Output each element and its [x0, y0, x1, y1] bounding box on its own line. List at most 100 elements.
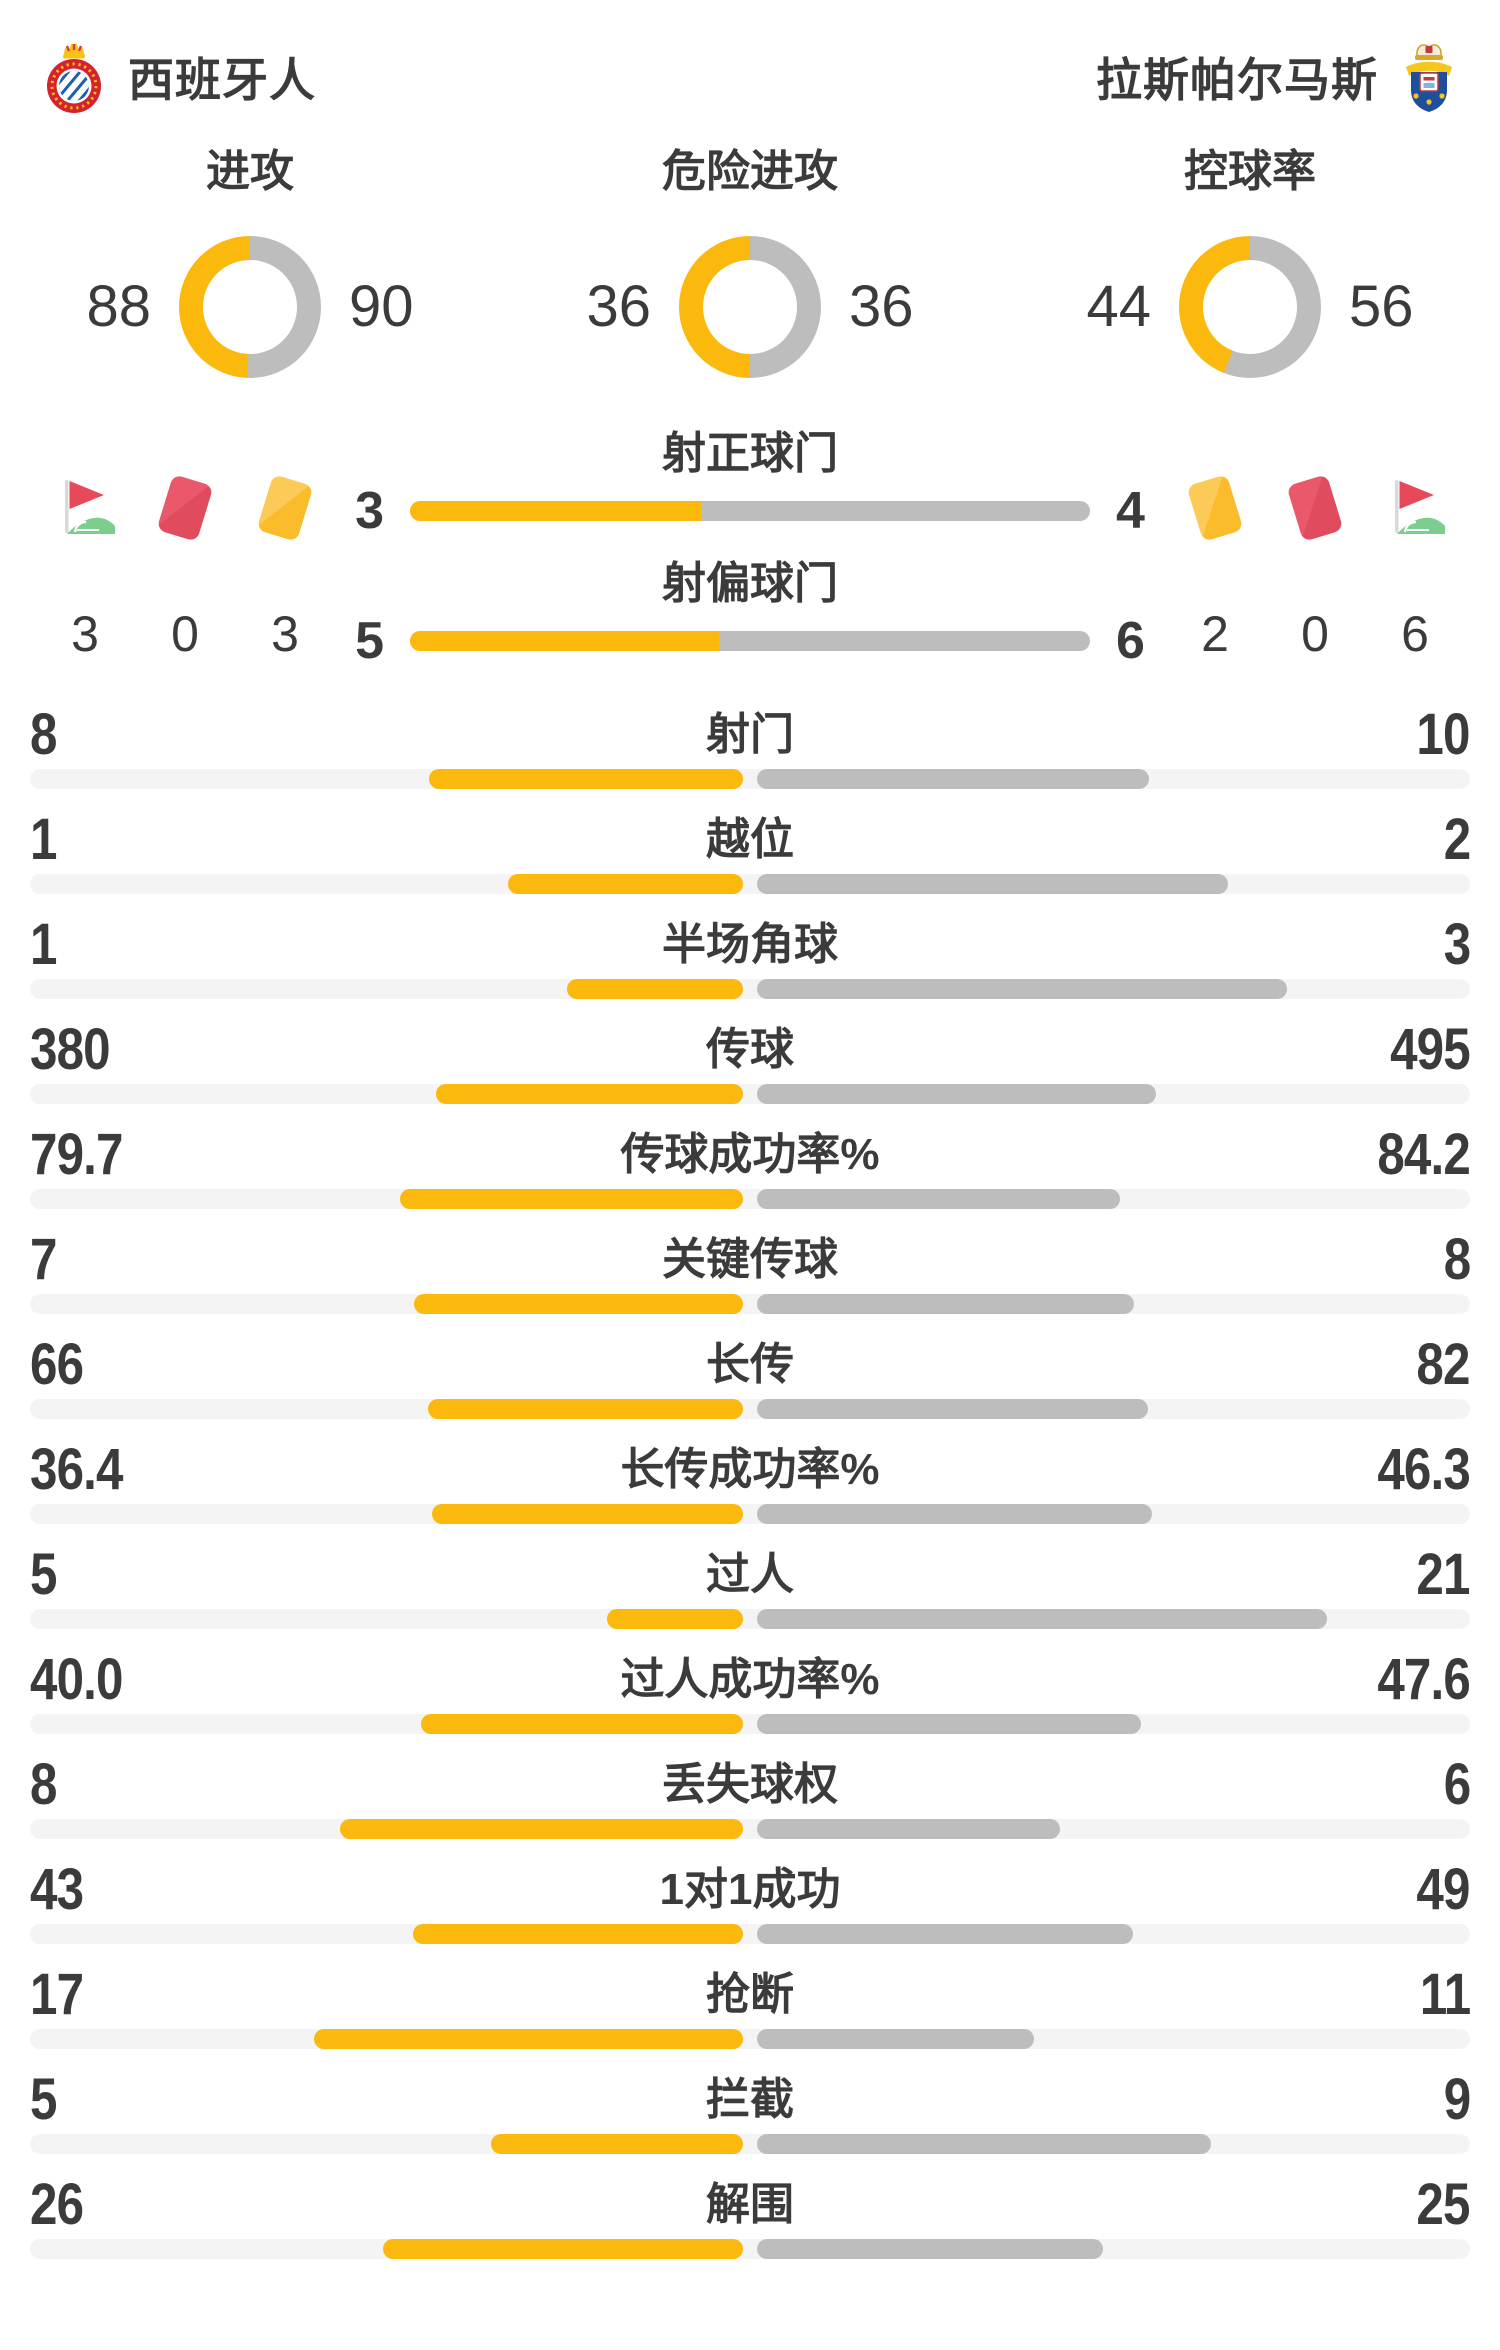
stat-label: 射门 — [706, 710, 794, 759]
yellow-card-icon — [250, 472, 320, 544]
stat-row-passes: 380 传球 495 — [30, 1015, 1471, 1120]
home-value: 5 — [30, 1542, 57, 1607]
stat-label: 抢断 — [706, 1970, 794, 2019]
donut-possession: 控球率 44 56 — [1000, 146, 1500, 378]
home-value: 8 — [30, 702, 57, 767]
stat-bar — [30, 1294, 1470, 1314]
stat-bar — [30, 874, 1470, 894]
stat-bar — [30, 1819, 1470, 1839]
donut-dangerous-attacks: 危险进攻 36 36 — [500, 146, 1000, 378]
home-value: 88 — [86, 274, 151, 339]
away-value: 47.6 — [1377, 1647, 1470, 1712]
home-value: 5 — [30, 2067, 57, 2132]
stat-row-clearances: 26 解围 25 — [30, 2170, 1471, 2275]
donut-chart — [179, 236, 321, 378]
stat-row-long-ball-accuracy: 36.4 长传成功率% 46.3 — [30, 1435, 1471, 1540]
stat-label: 长传 — [706, 1340, 794, 1389]
stat-bar — [30, 1714, 1470, 1734]
away-value: 495 — [1390, 1017, 1471, 1082]
shots-on-target-row: 射正球门 3 4 — [270, 428, 1230, 542]
away-value: 3 — [1443, 912, 1470, 977]
away-value: 84.2 — [1377, 1122, 1470, 1187]
stat-row-duels-won: 43 1对1成功 49 — [30, 1855, 1471, 1960]
stat-bar — [30, 1609, 1470, 1629]
stat-bar — [30, 1084, 1470, 1104]
home-value: 380 — [30, 1017, 111, 1082]
stat-row-dribbles: 5 过人 21 — [30, 1540, 1471, 1645]
away-value: 6 — [1443, 1752, 1470, 1817]
stats-list: 8 射门 10 1 越位 2 1 半场角球 3 380 传球 495 79.7 — [0, 700, 1500, 2275]
away-value: 21 — [1416, 1542, 1471, 1607]
stat-label: 传球 — [706, 1025, 794, 1074]
away-red-cards-count: 0 — [1301, 606, 1329, 662]
stat-label: 拦截 — [706, 2075, 794, 2124]
away-value: 11 — [1419, 1962, 1471, 2027]
away-team[interactable]: 拉斯帕尔马斯 — [1096, 40, 1458, 114]
home-value: 26 — [30, 2172, 84, 2237]
stat-label: 射正球门 — [662, 429, 838, 478]
away-value: 49 — [1416, 1857, 1471, 1922]
away-value: 46.3 — [1377, 1437, 1470, 1502]
home-value: 7 — [30, 1227, 57, 1292]
stat-row-pass-accuracy: 79.7 传球成功率% 84.2 — [30, 1120, 1471, 1225]
home-corners-count: 3 — [71, 606, 99, 662]
stat-bar — [410, 501, 1090, 521]
shots-discipline-section: 3 0 3 射正球门 3 4 射偏球门 5 6 — [0, 428, 1500, 680]
home-value: 36.4 — [30, 1437, 123, 1502]
stat-row-half-corners: 1 半场角球 3 — [30, 910, 1471, 1015]
shot-bars: 射正球门 3 4 射偏球门 5 6 — [270, 428, 1230, 672]
stat-label: 半场角球 — [662, 920, 838, 969]
stat-bar — [30, 1189, 1470, 1209]
stat-label: 长传成功率% — [620, 1445, 880, 1494]
stat-label: 丢失球权 — [662, 1760, 838, 1809]
stat-row-dribble-success: 40.0 过人成功率% 47.6 — [30, 1645, 1471, 1750]
stat-label: 射偏球门 — [662, 559, 838, 608]
home-value: 17 — [30, 1962, 84, 2027]
away-value: 25 — [1416, 2172, 1471, 2237]
stat-bar — [30, 769, 1470, 789]
home-value: 66 — [30, 1332, 84, 1397]
stat-bar — [30, 2239, 1470, 2259]
stat-label: 关键传球 — [662, 1235, 838, 1284]
home-discipline: 3 0 3 — [50, 428, 320, 680]
stat-bar — [30, 2029, 1470, 2049]
donut-title: 控球率 — [1184, 147, 1316, 196]
stat-row-key-passes: 7 关键传球 8 — [30, 1225, 1471, 1330]
stat-bar — [30, 1924, 1470, 1944]
home-value: 44 — [1086, 274, 1151, 339]
stat-label: 传球成功率% — [620, 1130, 880, 1179]
stat-bar — [30, 979, 1470, 999]
home-value: 1 — [30, 912, 57, 977]
home-team-name: 西班牙人 — [128, 54, 316, 106]
donut-attacks: 进攻 88 90 — [0, 146, 500, 378]
away-yellow-cards-count: 2 — [1201, 606, 1229, 662]
home-team[interactable]: 西班牙人 — [42, 38, 316, 116]
stat-bar — [30, 1399, 1470, 1419]
away-value: 4 — [1116, 482, 1145, 540]
summary-donuts: 进攻 88 90 危险进攻 36 36 控球率 44 56 — [0, 146, 1500, 378]
yellow-card-icon — [1180, 472, 1250, 544]
corner-flag-icon — [50, 472, 120, 544]
donut-chart — [1179, 236, 1321, 378]
home-value: 3 — [355, 482, 384, 540]
away-value: 10 — [1416, 702, 1471, 767]
home-value: 8 — [30, 1752, 57, 1817]
home-red-cards-count: 0 — [171, 606, 199, 662]
stat-bar — [410, 631, 1090, 651]
stat-label: 过人成功率% — [620, 1655, 880, 1704]
stat-label: 解围 — [706, 2180, 794, 2229]
stat-row-long-balls: 66 长传 82 — [30, 1330, 1471, 1435]
red-card-icon — [1280, 472, 1350, 544]
home-value: 1 — [30, 807, 57, 872]
home-value: 40.0 — [30, 1647, 123, 1712]
away-team-logo — [1400, 40, 1458, 114]
away-value: 9 — [1443, 2067, 1470, 2132]
away-value: 36 — [849, 274, 914, 339]
away-corners-count: 6 — [1401, 606, 1429, 662]
away-discipline: 2 0 6 — [1180, 428, 1450, 680]
stat-row-offsides: 1 越位 2 — [30, 805, 1471, 910]
stat-label: 1对1成功 — [659, 1865, 841, 1914]
home-value: 43 — [30, 1857, 84, 1922]
red-card-icon — [150, 472, 220, 544]
home-yellow-cards-count: 3 — [271, 606, 299, 662]
